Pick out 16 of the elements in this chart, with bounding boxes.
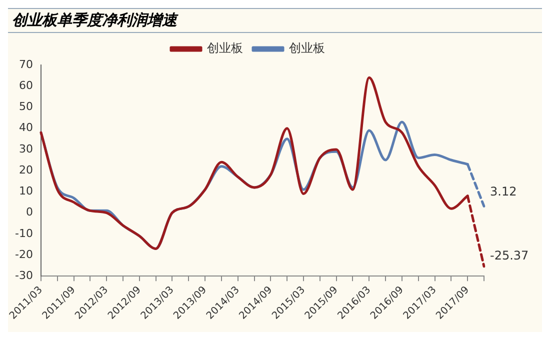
legend-label: 创业板 — [207, 41, 243, 56]
y-tick-label: -10 — [15, 226, 33, 240]
y-tick-label: 10 — [18, 184, 33, 198]
y-tick-label: 20 — [18, 163, 33, 176]
y-tick-label: -30 — [15, 269, 33, 282]
y-tick-label: 40 — [18, 121, 33, 134]
data-label: 3.12 — [490, 184, 517, 198]
y-tick-label: 70 — [18, 58, 33, 71]
legend-label: 创业板 — [289, 41, 325, 56]
y-tick-label: -20 — [15, 248, 33, 261]
y-tick-label: 50 — [18, 100, 33, 114]
data-label: -25.37 — [490, 248, 529, 262]
y-tick-label: 60 — [18, 78, 33, 92]
y-tick-label: 0 — [26, 206, 33, 219]
chart-title: 创业板单季度净利润增速 — [8, 8, 542, 33]
y-tick-label: 30 — [18, 142, 33, 156]
